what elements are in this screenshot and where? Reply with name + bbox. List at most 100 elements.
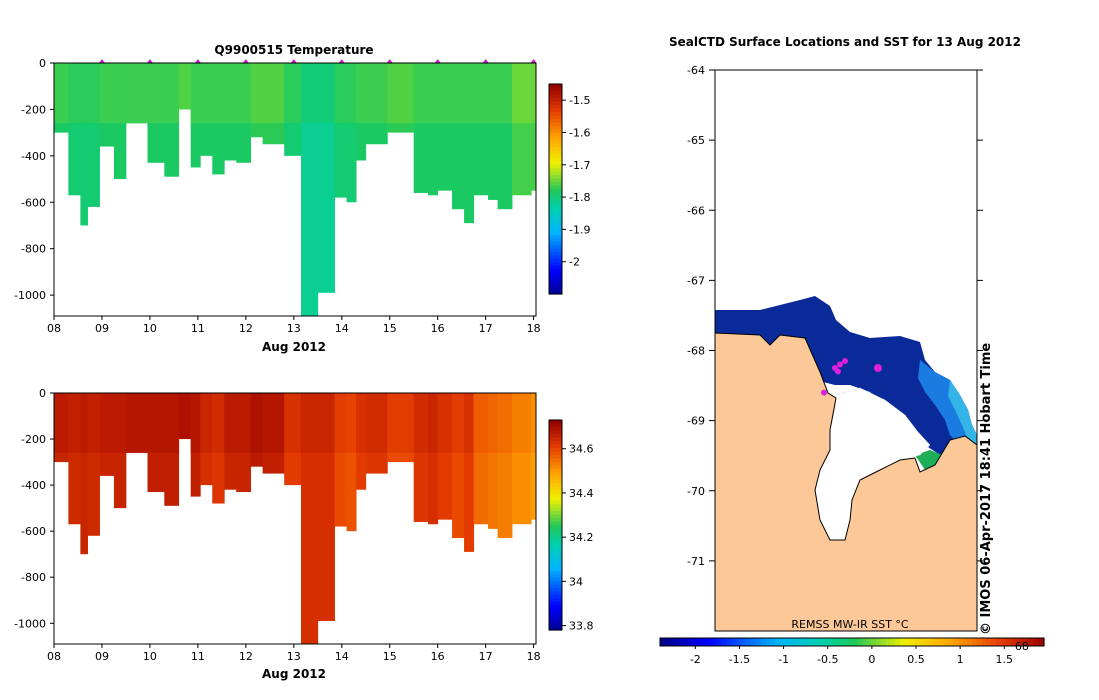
profile-marker-6 — [386, 59, 393, 63]
temperature-plot-area — [54, 63, 537, 316]
x-tick-label: 11 — [191, 650, 205, 663]
profile-column-surface-24 — [387, 393, 415, 453]
sst-colorbar-swatch — [693, 638, 699, 646]
colorbar-swatch — [549, 574, 562, 579]
sst-tick-label-c: 0 — [868, 653, 875, 666]
sst-colorbar-swatch — [717, 638, 723, 646]
sst-colorbar-swatch — [1015, 638, 1021, 646]
colorbar-swatch — [549, 189, 562, 194]
sst-colorbar-swatch — [780, 638, 786, 646]
sst-colorbar-swatch — [799, 638, 805, 646]
profile-column-surface-22 — [356, 63, 367, 123]
colorbar-swatch — [549, 609, 562, 614]
profile-column-surface-15 — [250, 63, 264, 123]
colorbar-swatch — [549, 605, 562, 610]
colorbar-tick-label: -1.7 — [569, 159, 590, 172]
colorbar-swatch — [549, 532, 562, 537]
sst-colorbar-swatch — [914, 638, 920, 646]
temperature-xlabel: Aug 2012 — [262, 340, 326, 354]
profile-column-surface-6 — [125, 63, 148, 123]
profile-column-34 — [531, 63, 537, 191]
profile-column-surface-30 — [473, 393, 489, 453]
sst-colorbar-swatch — [996, 638, 1002, 646]
colorbar-swatch — [549, 444, 562, 449]
profile-column-surface-23 — [365, 63, 388, 123]
sst-tick-label-c: 0.5 — [907, 653, 925, 666]
profile-column-surface-30 — [473, 63, 489, 123]
profile-column-surface-11 — [200, 63, 213, 123]
profile-column-surface-17 — [284, 393, 302, 453]
x-tick-label: 10 — [143, 322, 157, 335]
profile-column-surface-3 — [87, 63, 100, 123]
temperature-colorbar: -1.5 -1.6 -1.7 -1.8 -1.9 -2 — [548, 83, 590, 295]
profile-column-18 — [300, 393, 319, 644]
profile-marker-5 — [338, 59, 345, 63]
temperature-y-axis: 0 -200 -400 -600 -800 -1000 — [14, 57, 54, 302]
colorbar-swatch — [549, 511, 562, 516]
colorbar-swatch — [549, 280, 562, 285]
profile-column-29 — [464, 393, 475, 552]
colorbar-swatch — [549, 563, 562, 568]
colorbar-swatch — [549, 115, 562, 120]
colorbar-swatch — [549, 150, 562, 155]
colorbar-swatch — [549, 203, 562, 208]
sst-colorbar-swatch — [976, 638, 983, 646]
sst-colorbar-swatch — [746, 638, 752, 646]
x-tick-label: 13 — [287, 650, 301, 663]
colorbar-swatch — [549, 602, 562, 607]
sst-colorbar-swatch — [708, 638, 714, 646]
profile-marker-2 — [194, 59, 201, 63]
colorbar-swatch — [549, 234, 562, 239]
colorbar-swatch — [549, 87, 562, 92]
colorbar-swatch — [549, 147, 562, 152]
profile-column-surface-1 — [68, 63, 81, 123]
y-tick-label: 0 — [39, 57, 46, 70]
colorbar-swatch — [549, 91, 562, 96]
colorbar-swatch — [549, 108, 562, 113]
sst-colorbar-swatch — [871, 638, 877, 646]
y-tick-label: -200 — [21, 433, 46, 446]
sst-colorbar-swatch — [866, 638, 872, 646]
profile-column-surface-29 — [464, 393, 475, 453]
colorbar-swatch — [549, 507, 562, 512]
profile-column-surface-19 — [317, 63, 335, 123]
colorbar-frame — [548, 83, 563, 295]
sst-colorbar-swatch — [698, 638, 704, 646]
sst-colorbar-swatch — [660, 638, 666, 646]
sst-colorbar-swatch — [1000, 638, 1007, 646]
colorbar-swatch — [549, 430, 562, 435]
profile-column-surface-18 — [300, 393, 319, 453]
colorbar-swatch — [549, 213, 562, 218]
sst-colorbar-swatch — [967, 638, 973, 646]
y-tick-label: -400 — [21, 479, 46, 492]
profile-column-surface-6 — [125, 393, 148, 453]
sst-colorbar-swatch — [818, 638, 824, 646]
profile-column-surface-27 — [437, 393, 453, 453]
profile-markers — [98, 59, 537, 63]
colorbar-swatch — [549, 182, 562, 187]
colorbar-swatch — [549, 423, 562, 428]
profile-column-surface-24 — [387, 63, 415, 123]
sst-colorbar-swatch — [684, 638, 690, 646]
lat-tick-label: -67 — [687, 274, 705, 287]
colorbar-swatch — [549, 143, 562, 148]
x-tick-label: 11 — [191, 322, 205, 335]
colorbar-swatch — [549, 290, 562, 295]
colorbar-swatch — [549, 476, 562, 481]
lat-tick-label: -70 — [687, 485, 705, 498]
colorbar-swatch — [549, 129, 562, 134]
colorbar-swatch — [549, 570, 562, 575]
colorbar-swatch — [549, 231, 562, 236]
sst-colorbar-swatch — [727, 638, 733, 646]
sst-colorbar-swatch — [933, 638, 939, 646]
colorbar-swatch — [549, 210, 562, 215]
profile-column-26 — [428, 393, 439, 525]
profile-column-2 — [80, 393, 88, 555]
colorbar-swatch — [549, 154, 562, 159]
sst-colorbar-swatch — [770, 638, 776, 646]
profile-column-surface-16 — [262, 63, 285, 123]
x-tick-label: 08 — [47, 650, 61, 663]
profile-column-surface-8 — [164, 63, 180, 123]
profile-marker-0 — [98, 59, 105, 63]
profile-column-surface-20 — [334, 63, 347, 123]
